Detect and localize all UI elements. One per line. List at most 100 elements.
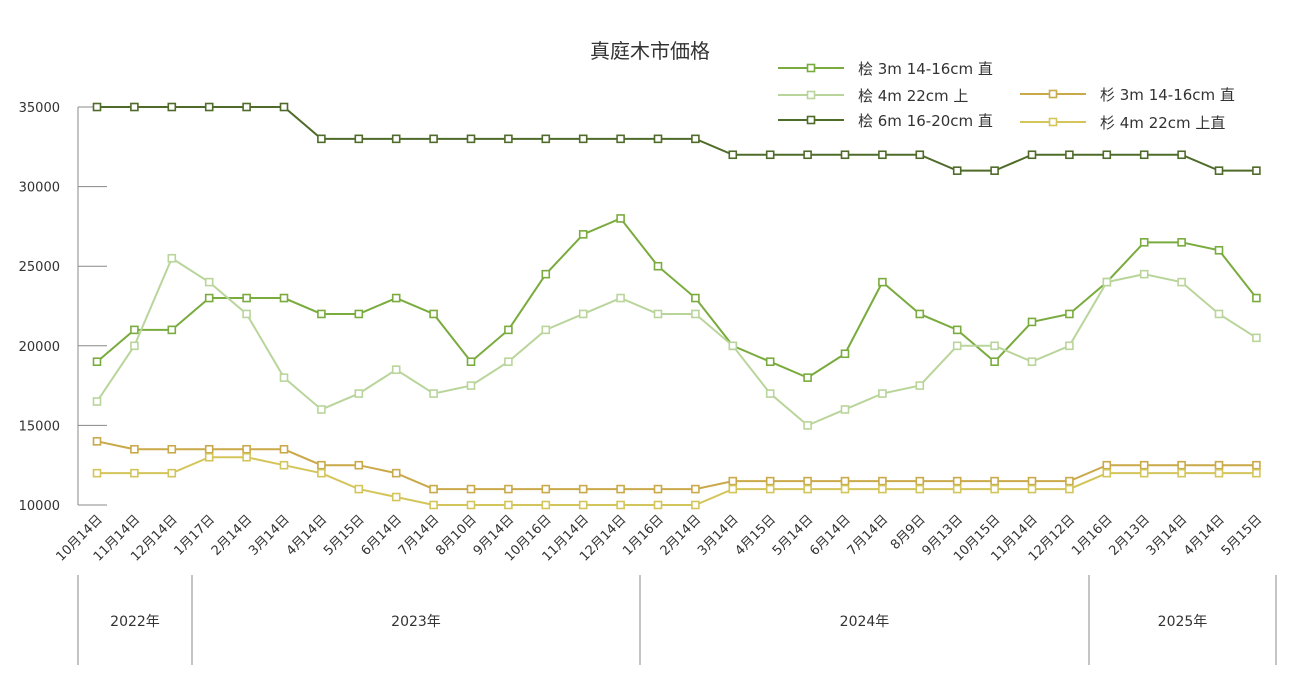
data-point xyxy=(990,357,999,367)
data-point xyxy=(204,277,214,287)
data-point xyxy=(1065,476,1074,486)
data-point xyxy=(653,309,663,319)
data-point xyxy=(1102,277,1112,287)
data-point xyxy=(466,357,476,367)
data-point xyxy=(990,484,999,494)
x-axis: 10月14日11月14日12月14日1月17日2月14日3月14日4月14日5月… xyxy=(53,512,1265,564)
data-point xyxy=(878,484,887,494)
data-point xyxy=(1139,150,1149,160)
x-tick-label: 5月15日 xyxy=(321,512,368,559)
x-tick-label: 4月14日 xyxy=(1181,512,1228,559)
data-point xyxy=(466,500,476,510)
data-point xyxy=(765,150,775,160)
data-point xyxy=(878,389,887,398)
x-tick-label: 2月13日 xyxy=(1106,512,1153,559)
data-point xyxy=(354,134,364,144)
data-point xyxy=(1102,460,1112,470)
data-point xyxy=(317,405,326,414)
x-tick-label: 7月14日 xyxy=(845,512,892,559)
data-point xyxy=(130,325,139,335)
data-point xyxy=(616,293,625,303)
x-tick-label: 2月14日 xyxy=(209,512,256,559)
data-point xyxy=(1177,150,1186,160)
data-point xyxy=(429,484,438,494)
data-point xyxy=(653,261,663,271)
data-point xyxy=(130,444,139,454)
data-point xyxy=(130,468,139,478)
y-tick-label: 35000 xyxy=(19,101,60,116)
data-point xyxy=(92,397,102,406)
legend-label: 桧 3m 14-16cm 直 xyxy=(858,60,993,78)
data-point xyxy=(952,166,962,175)
legend-marker xyxy=(1048,117,1058,127)
data-point xyxy=(504,500,513,510)
series-1 xyxy=(92,253,1261,430)
data-point xyxy=(242,444,251,454)
data-point xyxy=(466,381,476,390)
x-tick-label: 1月17日 xyxy=(171,512,218,559)
data-point xyxy=(691,500,700,510)
legend-label: 桧 4m 22cm 上 xyxy=(858,87,968,105)
data-point xyxy=(765,389,775,398)
x-tick-label: 6月14日 xyxy=(807,512,854,559)
data-point xyxy=(952,484,962,494)
data-point xyxy=(92,437,102,446)
x-tick-label: 7月14日 xyxy=(396,512,443,559)
data-point xyxy=(167,253,177,263)
data-point xyxy=(317,468,326,478)
data-point xyxy=(578,134,588,144)
data-point xyxy=(279,102,289,112)
data-point xyxy=(1214,309,1224,319)
series-line xyxy=(96,440,1257,491)
data-point xyxy=(1065,484,1074,494)
data-point xyxy=(1065,341,1074,351)
data-point xyxy=(466,484,476,494)
data-point xyxy=(541,325,551,335)
data-point xyxy=(728,341,738,351)
data-point xyxy=(92,102,102,112)
data-point xyxy=(541,500,551,510)
data-point xyxy=(803,421,812,430)
data-point xyxy=(429,134,438,144)
data-point xyxy=(204,102,214,112)
data-point xyxy=(1177,468,1186,478)
y-tick-label: 10000 xyxy=(19,499,60,514)
year-label: 2023年 xyxy=(391,614,441,630)
data-point xyxy=(878,476,887,486)
data-point xyxy=(429,309,438,319)
legend: 桧 3m 14-16cm 直桧 4m 22cm 上桧 6m 16-20cm 直 杉… xyxy=(778,60,1235,132)
data-point xyxy=(915,309,925,319)
data-point xyxy=(1065,309,1074,319)
data-point xyxy=(1139,468,1149,478)
y-axis: 10000 15000 20000 25000 30000 35000 xyxy=(19,101,107,514)
x-tick-label: 1月16日 xyxy=(1069,512,1116,559)
data-point xyxy=(504,325,513,335)
data-point xyxy=(1252,468,1261,478)
data-point xyxy=(1027,357,1037,367)
year-label: 2024年 xyxy=(840,614,890,630)
series-0 xyxy=(92,214,1261,382)
data-point xyxy=(242,309,251,319)
data-point xyxy=(803,476,812,486)
data-point xyxy=(915,381,925,390)
data-point xyxy=(1102,150,1112,160)
data-point xyxy=(1027,476,1037,486)
legend-marker xyxy=(806,115,816,125)
data-point xyxy=(653,500,663,510)
data-point xyxy=(354,389,364,398)
data-point xyxy=(130,341,139,351)
legend-marker xyxy=(806,90,816,100)
legend-item: 杉 4m 22cm 上直 xyxy=(1020,114,1225,132)
data-point xyxy=(504,134,513,144)
data-point xyxy=(279,460,289,470)
data-point xyxy=(578,484,588,494)
data-point xyxy=(242,102,251,112)
data-point xyxy=(1177,277,1186,287)
data-point xyxy=(1027,317,1037,327)
data-point xyxy=(803,150,812,160)
data-point xyxy=(354,309,364,319)
legend-item: 桧 6m 16-20cm 直 xyxy=(778,112,993,130)
data-point xyxy=(691,484,700,494)
series-layer xyxy=(92,102,1261,510)
data-point xyxy=(1252,460,1261,470)
